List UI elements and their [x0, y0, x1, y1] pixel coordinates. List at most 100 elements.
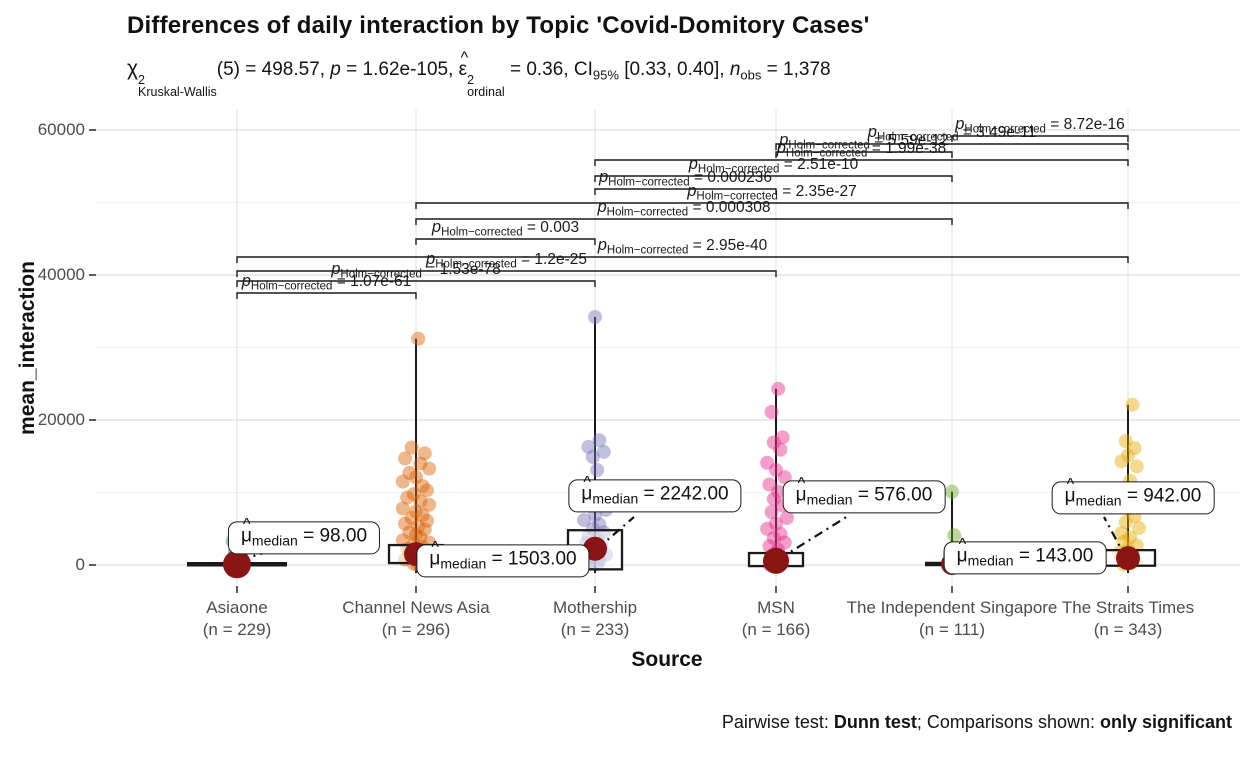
median-point	[763, 547, 789, 574]
chart-subtitle: χ 2 Kruskal-Wallis (5) = 498.57, p = 1.62e-…	[127, 49, 831, 100]
comparison-bracket	[236, 256, 1129, 263]
caption: Pairwise test: Dunn test; Comparisons sh…	[722, 712, 1232, 733]
jitter-point	[404, 440, 419, 455]
jitter-point	[590, 463, 605, 478]
jitter-point	[415, 478, 430, 493]
jitter-point	[413, 494, 428, 509]
subtitle-stat-1: (5) = 498.57,	[216, 59, 331, 80]
comparison-bracket	[236, 280, 596, 287]
jitter-point	[764, 405, 779, 420]
p-symbol: p	[330, 59, 341, 80]
median-point	[1116, 546, 1140, 571]
jitter-point	[413, 530, 428, 545]
caption-text-1: Pairwise test:	[721, 712, 834, 732]
jitter-point	[409, 528, 423, 543]
jitter-point	[402, 465, 417, 480]
caption-emphasis: only significant	[1099, 712, 1232, 732]
caption-test-name: Dunn test	[833, 712, 917, 732]
chi-supsub: 2 Kruskal-Wallis	[138, 73, 217, 100]
jitter-point	[762, 477, 777, 492]
comparison-bracket	[415, 218, 953, 225]
comparison-bracket	[775, 151, 953, 158]
jitter-point	[1132, 521, 1146, 536]
jitter-point	[775, 430, 790, 445]
jitter-point	[769, 463, 783, 478]
jitter-point	[773, 526, 788, 541]
median-point	[404, 542, 428, 567]
n-symbol: n	[729, 59, 741, 80]
jitter-point	[777, 470, 792, 485]
jitter-point	[411, 331, 426, 346]
subtitle-stat-4: [0.33, 0.40],	[618, 59, 730, 80]
comparison-bracket	[236, 270, 777, 277]
jitter-point	[1125, 488, 1140, 503]
x-axis-title: Source	[631, 648, 703, 671]
jitter-point	[1114, 526, 1129, 541]
comparison-bracket	[236, 292, 417, 299]
jitter-point	[1125, 397, 1140, 412]
median-point	[583, 536, 607, 561]
epsilon-supsub: 2 ordinal	[467, 73, 505, 100]
jitter-point	[592, 517, 607, 532]
comparison-bracket	[594, 188, 777, 195]
subtitle-stat-2: = 1.62e-105,	[340, 59, 459, 80]
jitter-point	[422, 497, 437, 512]
jitter-point	[395, 501, 410, 516]
jitter-point	[579, 484, 594, 499]
jitter-point	[947, 528, 962, 543]
jitter-point	[400, 490, 415, 505]
jitter-point	[1118, 515, 1133, 530]
jitter-point	[1114, 454, 1129, 469]
jitter-point	[1116, 534, 1131, 549]
jitter-point	[1118, 434, 1133, 449]
jitter-point	[1127, 441, 1142, 456]
jitter-point	[409, 504, 423, 519]
chi-symbol: χ	[127, 57, 139, 80]
jitter-point	[588, 310, 602, 325]
comparison-bracket	[415, 238, 596, 245]
jitter-point	[577, 513, 591, 528]
jitter-point	[420, 513, 434, 528]
comparison-bracket	[951, 135, 1129, 142]
median-point	[941, 552, 963, 575]
comparison-bracket	[415, 202, 1129, 209]
jitter-point	[769, 516, 783, 531]
jitter-point	[764, 505, 779, 520]
jitter-point	[417, 522, 432, 537]
jitter-point	[1123, 530, 1138, 545]
jitter-point	[760, 455, 775, 470]
jitter-point	[766, 531, 781, 546]
comparison-bracket	[594, 159, 1129, 166]
jitter-point	[1129, 459, 1144, 474]
comparison-bracket	[594, 175, 953, 182]
jitter-point	[592, 433, 607, 448]
jitter-point	[395, 474, 410, 489]
jitter-point	[766, 435, 781, 450]
ci-subscript: 95%	[592, 67, 619, 83]
jitter-point	[771, 381, 786, 396]
jitter-point	[398, 451, 412, 466]
jitter-point	[585, 449, 600, 464]
jitter-point	[596, 444, 611, 459]
jitter-point	[780, 510, 794, 525]
jitter-point	[404, 510, 419, 525]
jitter-point	[581, 439, 596, 454]
median-point	[223, 550, 251, 579]
jitter-point	[417, 446, 432, 461]
jitter-point	[411, 519, 426, 534]
epsilon-hat: ^ ε	[458, 49, 469, 80]
caption-text-2: ; Comparisons shown:	[916, 712, 1100, 732]
jitter-point	[402, 525, 417, 540]
jitter-point	[406, 486, 421, 501]
jitter-point	[420, 483, 434, 498]
jitter-point	[398, 516, 412, 531]
comparison-bracket	[775, 143, 1129, 150]
jitter-point	[415, 507, 430, 522]
jitter-point	[1121, 448, 1135, 463]
subtitle-stat-5: = 1,378	[761, 59, 831, 80]
jitter-point	[409, 470, 423, 485]
n-subscript: obs	[740, 67, 762, 83]
chart-title: Differences of daily interaction by Topi…	[127, 12, 870, 39]
jitter-point	[771, 484, 786, 499]
